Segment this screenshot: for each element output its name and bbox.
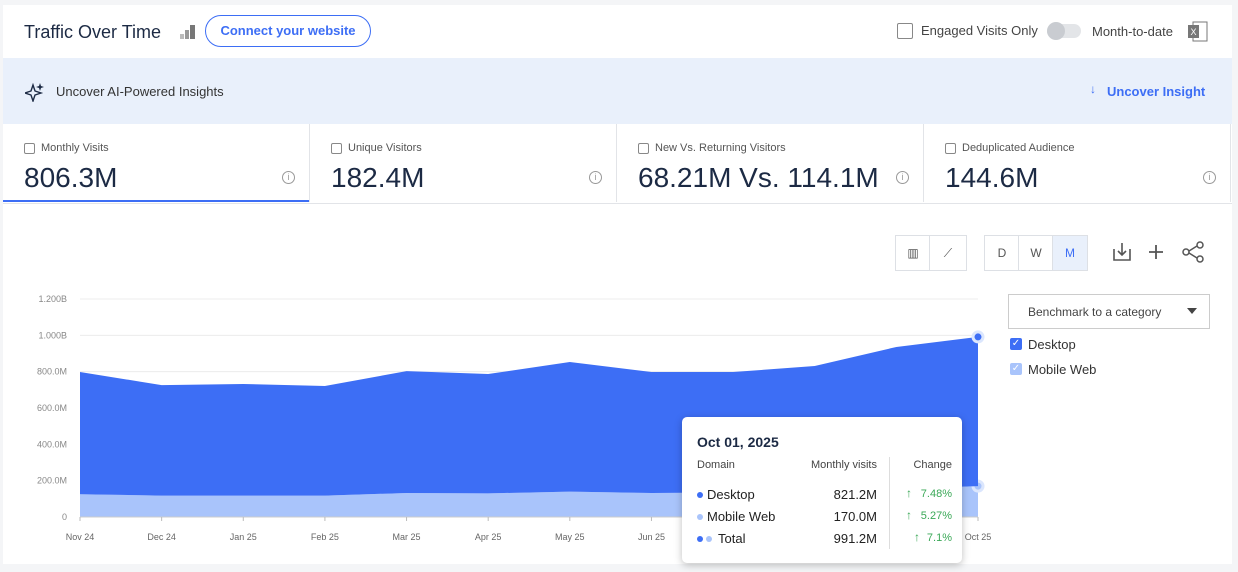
metric-label: Monthly Visits (41, 142, 109, 154)
metric-label: Deduplicated Audience (962, 142, 1075, 154)
page-title: Traffic Over Time (24, 22, 162, 42)
tooltip: Oct 01, 2025 Domain Monthly visits Change D… (682, 417, 962, 563)
tooltip-dot (697, 492, 703, 498)
active-underline (3, 200, 309, 202)
tooltip-domain: Total (718, 531, 746, 546)
download-icon[interactable] (1113, 243, 1131, 261)
metric-card: New Vs. Returning Visitors 68.21M Vs. 114… (617, 124, 924, 202)
share-icon[interactable] (1182, 241, 1204, 263)
tooltip-header: Change (913, 459, 952, 471)
x-tick-label: May 25 (555, 532, 585, 542)
legend-checkbox[interactable]: ✓ (1010, 363, 1022, 375)
metric-icon (24, 143, 35, 154)
info-icon[interactable]: i (282, 171, 295, 184)
hover-point (971, 330, 985, 344)
tooltip-arrow: ↑ (906, 508, 912, 522)
tooltip-domain: Desktop (707, 487, 755, 502)
tooltip-domain: Mobile Web (707, 509, 776, 524)
metric-icon (638, 143, 649, 154)
insights-label: Uncover AI-Powered Insights (56, 84, 224, 99)
metric-card: Monthly Visits 806.3M i (3, 124, 310, 202)
metric-value: 806.3M (24, 162, 118, 193)
metric-card: Deduplicated Audience 144.6M i (924, 124, 1231, 202)
caret-icon (1187, 308, 1197, 314)
rank-icon (180, 25, 195, 39)
tooltip-change: 7.1% (926, 532, 952, 544)
legend-checkbox[interactable]: ✓ (1010, 338, 1022, 350)
metric-card: Unique Visitors 182.4M i (310, 124, 617, 202)
month-label: Month-to-date (1092, 24, 1173, 39)
metric-value: 144.6M (945, 162, 1039, 193)
tooltip-change: 5.27% (920, 510, 952, 522)
tooltip-arrow: ↑ (914, 530, 920, 544)
metric-icon (945, 143, 956, 154)
tooltip-date: Oct 01, 2025 (697, 434, 779, 450)
benchmark-dropdown[interactable]: Benchmark to a category (1008, 294, 1210, 329)
tooltip-dot (706, 536, 712, 542)
metric-cards: Monthly Visits 806.3M i Unique Visitors 182.… (3, 124, 1232, 204)
top-bar: Traffic Over Time Connect your website E… (3, 5, 1232, 58)
tooltip-dot (697, 514, 703, 520)
y-tick-label: 200.0M (37, 476, 67, 486)
metric-value: 68.21M Vs. 114.1M (638, 162, 879, 193)
add-icon[interactable] (1149, 245, 1163, 259)
metric-value: 182.4M (331, 162, 425, 193)
metric-label: Unique Visitors (348, 142, 422, 154)
svg-text:X: X (1190, 27, 1196, 37)
engaged-label: Engaged Visits Only (921, 23, 1038, 38)
x-tick-label: Feb 25 (311, 532, 339, 542)
granularity-button[interactable]: W (1018, 235, 1054, 271)
benchmark-label: Benchmark to a category (1028, 305, 1162, 319)
y-tick-label: 1.200B (38, 294, 67, 304)
x-tick-label: Jun 25 (638, 532, 665, 542)
legend-label: Desktop (1028, 337, 1076, 352)
x-tick-label: Oct 25 (965, 532, 992, 542)
y-tick-label: 1.000B (38, 330, 67, 340)
x-tick-label: Nov 24 (66, 532, 95, 542)
connect-button[interactable]: Connect your website (205, 15, 371, 47)
tooltip-value: 170.0M (833, 509, 877, 524)
tooltip-value: 821.2M (833, 487, 877, 502)
y-tick-label: 600.0M (37, 403, 67, 413)
insights-bar: Uncover AI-Powered Insights ↓ Uncover In… (3, 58, 1232, 124)
y-tick-label: 400.0M (37, 439, 67, 449)
insights-action[interactable]: Uncover Insight (1107, 84, 1206, 99)
granularity-button[interactable]: M (1052, 235, 1088, 271)
info-icon[interactable]: i (1203, 171, 1216, 184)
y-tick-label: 0 (62, 512, 67, 522)
engaged-checkbox[interactable] (897, 23, 913, 39)
tooltip-header: Monthly visits (810, 459, 877, 471)
tooltip-change: 7.48% (920, 488, 952, 500)
tooltip-divider (889, 457, 890, 549)
info-icon[interactable]: i (896, 171, 909, 184)
sparkle-icon (25, 82, 44, 102)
arrow-icon: ↓ (1090, 82, 1096, 96)
x-tick-label: Apr 25 (475, 532, 502, 542)
excel-icon[interactable]: X (1187, 21, 1209, 43)
tooltip-header: Domain (697, 459, 735, 471)
tooltip-value: 991.2M (833, 531, 877, 546)
x-tick-label: Mar 25 (393, 532, 421, 542)
bar-view-button[interactable]: ▥ (895, 235, 931, 271)
y-tick-label: 800.0M (37, 367, 67, 377)
legend-label: Mobile Web (1028, 362, 1097, 377)
chart-actions (1113, 241, 1204, 263)
line-view-button[interactable]: ⟋ (929, 235, 967, 271)
metric-icon (331, 143, 342, 154)
info-icon[interactable]: i (589, 171, 602, 184)
granularity-button[interactable]: D (984, 235, 1020, 271)
tooltip-dot (697, 536, 703, 542)
x-tick-label: Jan 25 (230, 532, 257, 542)
x-tick-label: Dec 24 (147, 532, 176, 542)
month-toggle[interactable] (1047, 22, 1081, 40)
tooltip-arrow: ↑ (906, 486, 912, 500)
metric-label: New Vs. Returning Visitors (655, 142, 786, 154)
